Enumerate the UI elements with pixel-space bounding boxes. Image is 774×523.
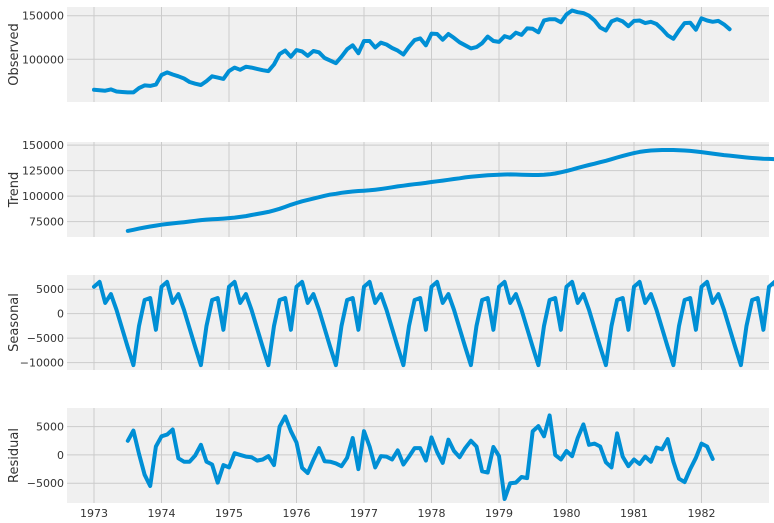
observed-plot-area bbox=[67, 7, 769, 102]
observed-y-axis-label: Observed bbox=[7, 23, 22, 86]
residual-y-tick-label: 5000 bbox=[36, 421, 64, 434]
trend-series-line bbox=[125, 148, 774, 233]
x-tick-label: 1981 bbox=[620, 507, 648, 520]
residual-y-tick-label: −5000 bbox=[27, 477, 64, 490]
x-tick-label: 1975 bbox=[215, 507, 243, 520]
residual-y-axis-label: Residual bbox=[7, 428, 22, 483]
x-tick-label: 1977 bbox=[350, 507, 378, 520]
seasonal-y-tick-label: 0 bbox=[57, 308, 64, 321]
seasonal-y-tick-label: 5000 bbox=[36, 283, 64, 296]
seasonal-y-axis-label: Seasonal bbox=[7, 293, 22, 352]
x-tick-label: 1974 bbox=[148, 507, 176, 520]
x-tick-label: 1980 bbox=[553, 507, 581, 520]
seasonal-y-tick-label: −5000 bbox=[27, 332, 64, 345]
residual-plot-area bbox=[67, 408, 769, 503]
x-tick-label: 1982 bbox=[688, 507, 716, 520]
observed-y-tick-label: 150000 bbox=[22, 10, 64, 23]
seasonal-plot-area bbox=[67, 275, 769, 370]
seasonal-y-tick-label: −10000 bbox=[20, 357, 64, 370]
x-tick-label: 1976 bbox=[283, 507, 311, 520]
seasonal-series-line bbox=[92, 279, 774, 368]
x-tick-label: 1979 bbox=[485, 507, 513, 520]
trend-y-axis-label: Trend bbox=[7, 172, 22, 209]
residual-y-tick-label: 0 bbox=[57, 449, 64, 462]
x-tick-label: 1978 bbox=[418, 507, 446, 520]
residual-series-line bbox=[125, 413, 715, 501]
observed-series-line bbox=[92, 8, 732, 95]
x-tick-label: 1973 bbox=[80, 507, 108, 520]
observed-y-tick-label: 100000 bbox=[22, 53, 64, 66]
trend-y-tick-label: 100000 bbox=[22, 190, 64, 203]
trend-y-tick-label: 75000 bbox=[29, 216, 64, 229]
residual-panel: −5000 0 5000 Residual bbox=[7, 408, 769, 503]
trend-y-tick-label: 125000 bbox=[22, 165, 64, 178]
trend-panel: 75000 100000 125000 150000 Trend bbox=[7, 139, 774, 237]
trend-y-tick-label: 150000 bbox=[22, 139, 64, 152]
seasonal-panel: −10000 −5000 0 5000 Seasonal bbox=[7, 275, 774, 370]
